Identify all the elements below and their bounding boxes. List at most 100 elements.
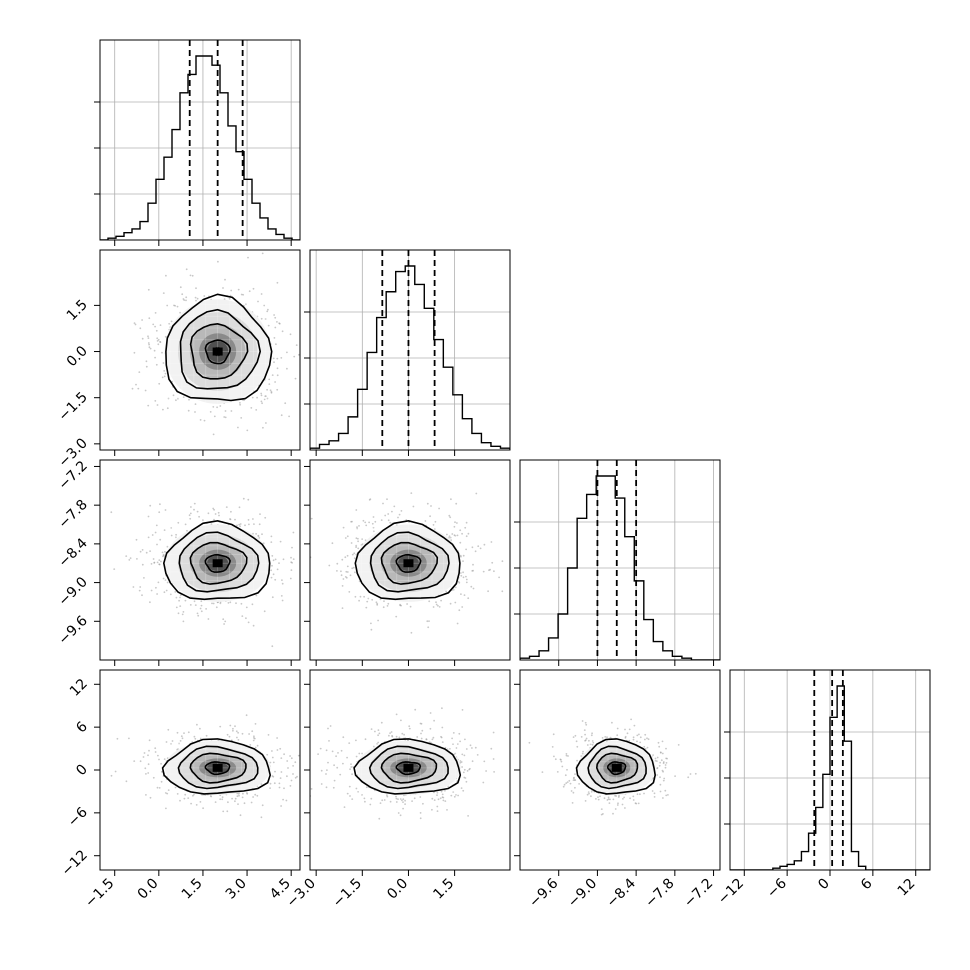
scatter-point — [313, 344, 315, 346]
scatter-point — [154, 325, 157, 328]
scatter-point — [465, 581, 468, 584]
scatter-point — [170, 320, 173, 323]
scatter-point — [372, 526, 375, 529]
scatter-point — [161, 771, 163, 773]
scatter-point — [317, 770, 319, 772]
scatter-point — [365, 524, 368, 527]
contour-2 — [380, 752, 438, 784]
scatter-point — [654, 759, 657, 762]
scatter-point — [383, 799, 386, 801]
scatter-point — [222, 618, 225, 621]
scatter-point — [149, 347, 152, 350]
x-tick-label: 6 — [858, 875, 876, 893]
scatter-point — [351, 520, 353, 523]
scatter-point — [188, 514, 191, 517]
scatter-point — [141, 563, 144, 566]
x-tick-label: 3.0 — [223, 876, 250, 903]
scatter-point — [459, 760, 462, 762]
scatter-point — [463, 768, 466, 771]
scatter-point — [363, 595, 365, 598]
scatter-point — [422, 802, 424, 805]
scatter-point — [160, 762, 163, 765]
scatter-point — [419, 817, 422, 820]
scatter-point — [154, 747, 157, 750]
scatter-point — [350, 542, 353, 544]
scatter-point — [395, 801, 398, 803]
scatter-point — [281, 582, 284, 585]
scatter-point — [562, 785, 565, 788]
scatter-point — [447, 785, 450, 788]
scatter-point — [616, 727, 619, 730]
scatter-point — [163, 554, 165, 557]
scatter-point — [612, 812, 614, 815]
scatter-point — [569, 782, 572, 785]
scatter-point — [464, 738, 466, 741]
scatter-point — [152, 323, 155, 326]
scatter-point — [225, 506, 228, 508]
scatter-point — [419, 796, 422, 798]
scatter-point — [237, 731, 240, 734]
scatter-point — [229, 601, 232, 604]
scatter-point — [238, 794, 240, 797]
scatter-point — [182, 298, 185, 300]
scatter-point — [660, 759, 663, 762]
scatter-point — [485, 770, 487, 772]
scatter-point — [267, 324, 270, 327]
scatter-point — [179, 740, 182, 742]
scatter-point — [212, 507, 215, 510]
scatter-point — [618, 794, 620, 797]
scatter-point — [176, 305, 179, 308]
scatter-point — [237, 739, 240, 741]
scatter-point — [218, 514, 220, 517]
scatter-point — [257, 300, 259, 303]
scatter-point — [368, 521, 370, 524]
scatter-point — [402, 798, 405, 801]
scatter-point — [351, 553, 354, 556]
scatter-point — [459, 740, 461, 743]
scatter-point — [175, 533, 178, 536]
scatter-point — [147, 404, 150, 407]
scatter-point — [492, 758, 495, 760]
scatter-point — [444, 800, 447, 802]
scatter-point — [471, 747, 473, 749]
scatter-point — [234, 800, 236, 803]
scatter-point — [200, 610, 203, 613]
scatter-point — [246, 429, 249, 432]
scatter-point — [242, 293, 245, 296]
scatter-point — [214, 513, 217, 515]
scatter-point — [399, 814, 402, 817]
scatter-point — [356, 527, 359, 530]
scatter-point — [328, 564, 331, 567]
scatter-point — [257, 534, 260, 537]
scatter-point — [458, 609, 461, 612]
scatter-point — [626, 732, 629, 735]
scatter-point — [350, 766, 353, 768]
scatter-point — [271, 756, 274, 759]
scatter-point — [395, 713, 398, 716]
scatter-point — [564, 774, 567, 777]
scatter-point — [166, 304, 169, 307]
scatter-point — [199, 801, 202, 803]
scatter-point — [460, 787, 463, 789]
scatter-point — [215, 606, 218, 609]
density-peak — [212, 763, 223, 772]
scatter-point — [565, 782, 568, 784]
scatter-point — [286, 351, 288, 354]
scatter-point — [436, 791, 439, 794]
scatter-point — [472, 587, 475, 590]
scatter-point — [195, 287, 197, 290]
scatter-point — [127, 737, 130, 740]
scatter-point — [253, 735, 255, 738]
scatter-point — [273, 337, 276, 339]
scatter-point — [337, 804, 339, 806]
scatter-point — [287, 767, 289, 769]
scatter-point — [185, 299, 187, 302]
scatter-point — [269, 761, 272, 764]
scatter-point — [160, 560, 162, 563]
scatter-point — [490, 747, 493, 750]
scatter-point — [482, 781, 485, 784]
scatter-point — [437, 798, 440, 801]
scatter-point — [467, 815, 469, 817]
scatter-point — [410, 631, 413, 634]
scatter-point — [147, 337, 150, 339]
